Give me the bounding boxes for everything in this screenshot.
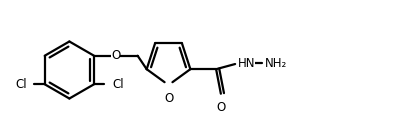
Text: O: O: [164, 92, 173, 105]
Text: HN: HN: [238, 57, 255, 70]
Text: Cl: Cl: [112, 78, 124, 91]
Text: Cl: Cl: [15, 78, 27, 91]
Text: O: O: [111, 49, 120, 62]
Text: O: O: [216, 101, 225, 114]
Text: NH₂: NH₂: [265, 57, 287, 70]
